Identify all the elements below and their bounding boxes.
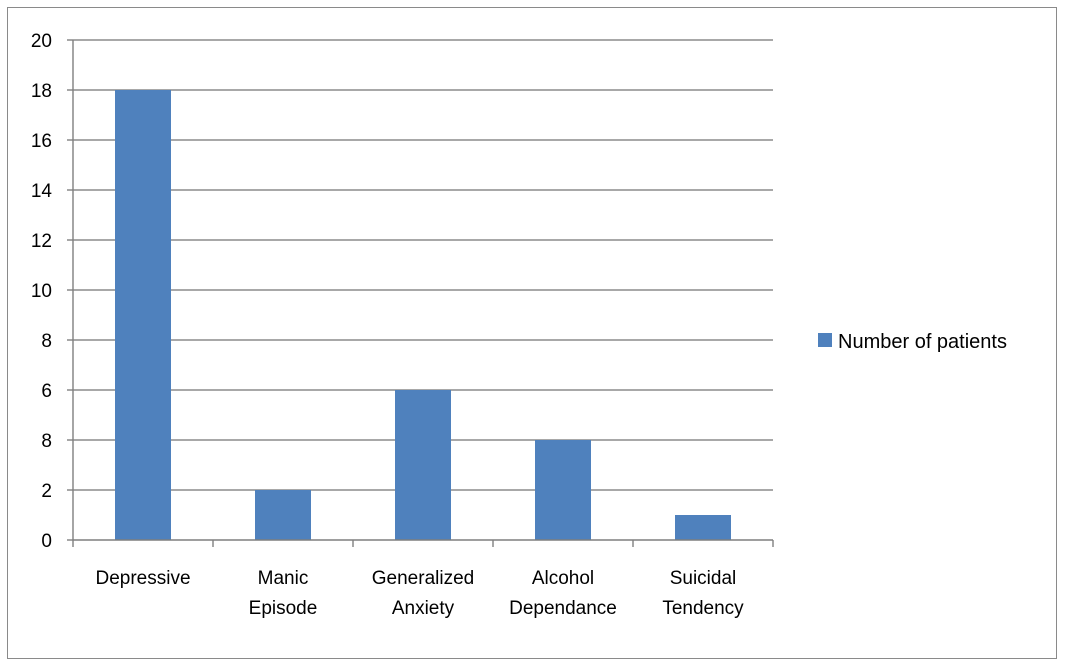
y-tick-label: 14 — [31, 181, 53, 202]
bars — [115, 90, 731, 540]
bar — [395, 390, 451, 540]
legend-swatch — [818, 333, 832, 347]
bar — [675, 515, 731, 540]
x-category-label: Dependance — [509, 598, 617, 619]
axes — [67, 39, 774, 547]
x-category-label: Manic — [258, 568, 309, 589]
x-category-label: Suicidal — [670, 568, 737, 589]
y-tick-label: 10 — [31, 281, 52, 302]
legend: Number of patients — [818, 331, 1007, 353]
legend-label: Number of patients — [838, 331, 1007, 353]
x-category-label: Depressive — [95, 568, 190, 589]
y-tick-label: 8 — [41, 431, 52, 452]
bar — [255, 490, 311, 540]
x-category-label: Anxiety — [392, 598, 455, 619]
x-category-label: Alcohol — [532, 568, 594, 589]
y-tick-label: 18 — [31, 81, 52, 102]
y-tick-label: 0 — [41, 531, 52, 552]
y-tick-label: 6 — [41, 381, 52, 402]
x-category-label: Tendency — [662, 598, 744, 619]
x-category-label: Episode — [249, 598, 318, 619]
y-tick-label: 16 — [31, 131, 52, 152]
chart-frame — [7, 7, 1057, 659]
y-tick-label: 2 — [41, 481, 52, 502]
y-tick-label: 8 — [41, 331, 52, 352]
x-category-label: Generalized — [372, 568, 474, 589]
y-tick-label: 12 — [31, 231, 52, 252]
y-tick-label: 20 — [31, 31, 52, 52]
y-axis-tick-labels: 0 2 8 6 8 10 12 14 16 18 20 — [31, 31, 53, 552]
bar — [115, 90, 171, 540]
x-axis-category-labels: Depressive Manic Episode Generalized Anxiety… — [95, 568, 744, 619]
bar — [535, 440, 591, 540]
gridlines — [73, 39, 773, 491]
